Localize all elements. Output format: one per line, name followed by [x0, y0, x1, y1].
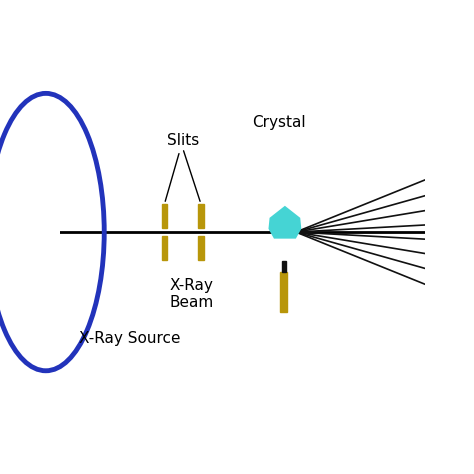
Text: X-Ray Source: X-Ray Source — [79, 331, 180, 346]
Bar — [280, 272, 287, 312]
Text: Crystal: Crystal — [253, 115, 306, 130]
Bar — [199, 237, 203, 260]
Text: X-Ray
Beam: X-Ray Beam — [169, 278, 213, 310]
Bar — [162, 204, 167, 228]
Text: Slits: Slits — [165, 133, 199, 201]
Polygon shape — [268, 206, 301, 238]
Bar — [282, 261, 286, 272]
Bar — [199, 204, 203, 228]
Bar — [162, 237, 167, 260]
